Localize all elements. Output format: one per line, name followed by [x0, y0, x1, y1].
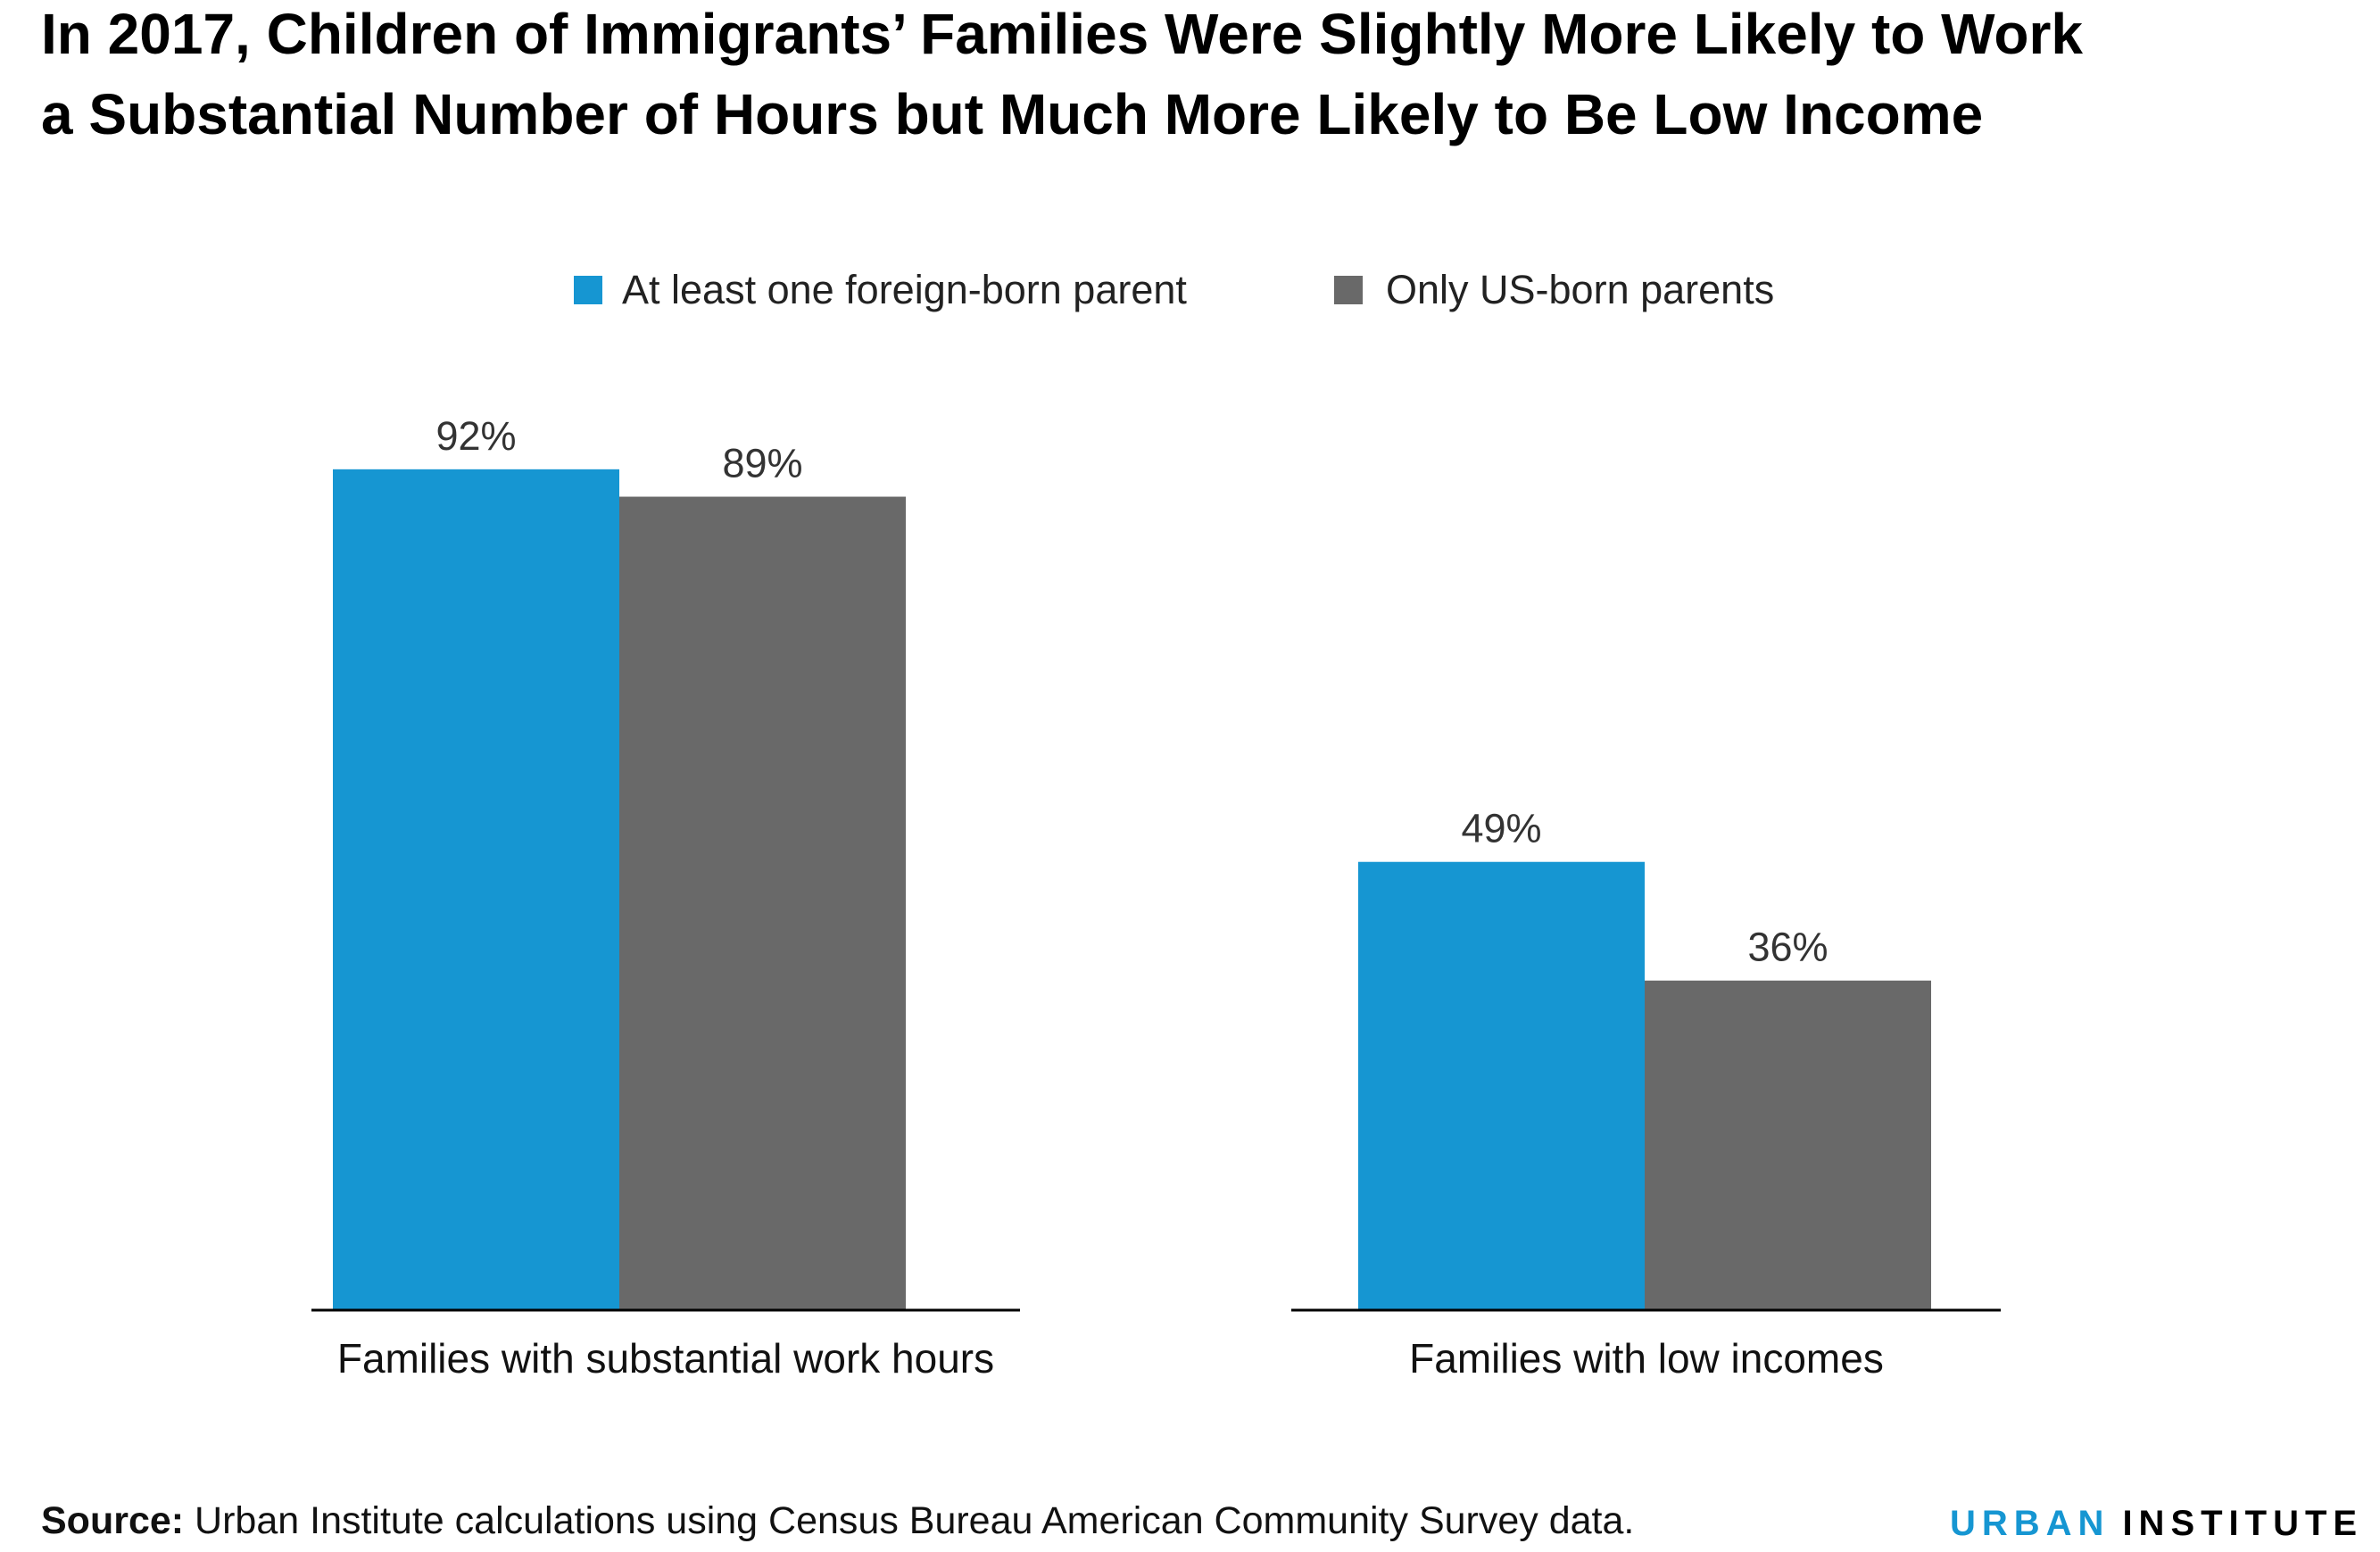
bar-foreign-born-work-hours: [333, 469, 619, 1309]
legend-swatch-us-born: [1334, 276, 1363, 304]
data-label: 89%: [722, 441, 802, 486]
legend-swatch-foreign-born: [574, 276, 602, 304]
bar-us-born-low-incomes: [1645, 980, 1931, 1309]
data-label: 49%: [1461, 806, 1541, 851]
logo-urban: URBAN: [1950, 1504, 2110, 1543]
category-label-low-incomes: Families with low incomes: [1409, 1335, 1884, 1382]
chart-title-line-1: In 2017, Children of Immigrants’ Familie…: [41, 2, 2083, 66]
legend-label-us-born: Only US-born parents: [1386, 267, 1774, 312]
logo-institute: INSTITUTE: [2122, 1504, 2363, 1543]
chart-title-line-2: a Substantial Number of Hours but Much M…: [41, 82, 1983, 146]
source-label: Source:: [41, 1499, 184, 1542]
source-text: Urban Institute calculations using Censu…: [184, 1499, 1634, 1542]
urban-institute-logo: URBAN INSTITUTE: [1950, 1504, 2363, 1543]
source-note: Source: Urban Institute calculations usi…: [41, 1499, 1634, 1542]
data-label: 92%: [435, 413, 516, 459]
bar-foreign-born-low-incomes: [1358, 861, 1645, 1309]
legend: At least one foreign-born parent Only US…: [574, 267, 1774, 312]
data-label: 36%: [1747, 925, 1828, 970]
category-label-work-hours: Families with substantial work hours: [337, 1335, 994, 1382]
legend-label-foreign-born: At least one foreign-born parent: [622, 267, 1187, 312]
bar-us-born-work-hours: [619, 496, 906, 1309]
